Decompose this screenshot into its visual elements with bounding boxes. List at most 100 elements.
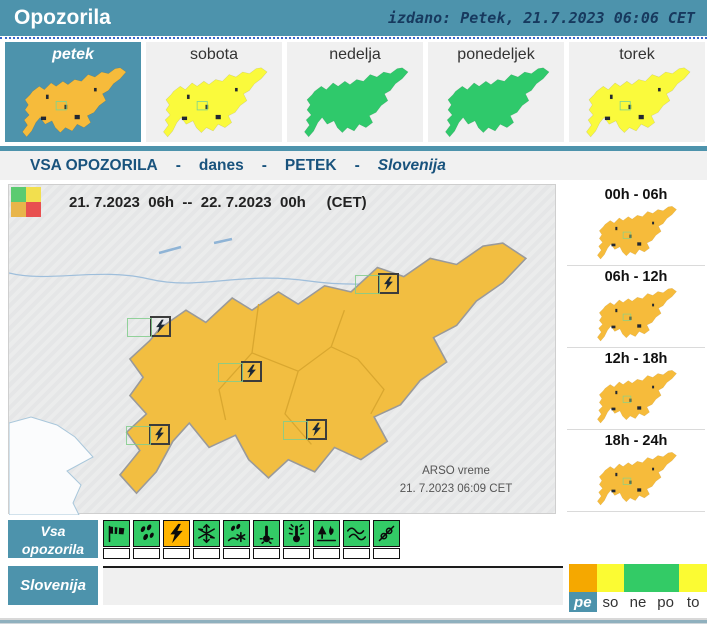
separator: - [261, 156, 267, 174]
lightning-icon [156, 319, 165, 334]
warning-type-sub-box [373, 548, 400, 559]
slovenia-map-thumbnail [597, 451, 677, 506]
warning-type-snow-chains[interactable] [373, 520, 402, 559]
waves-icon [343, 520, 370, 547]
warning-type-wind[interactable] [103, 520, 132, 559]
day-tab-petek[interactable]: petek [5, 42, 141, 142]
warning-type-thunderstorm[interactable] [163, 520, 192, 559]
day-tab-label: torek [619, 46, 655, 63]
section-title-day: PETEK [284, 156, 337, 174]
day-strip-ne[interactable]: ne [624, 564, 652, 612]
map-validity-period: 21. 7.2023 06h -- 22. 7.2023 00h (CET) [69, 194, 367, 211]
region-warning-strip [103, 566, 563, 605]
day-abbr: po [657, 593, 674, 611]
slovenia-map-thumbnail [597, 287, 677, 342]
warning-type-sub-box [103, 548, 130, 559]
day-tab-label: ponedeljek [457, 46, 535, 63]
day-strip-pe[interactable]: pe [569, 564, 597, 612]
section-title-all-warnings: VSA OPOZORILA [30, 156, 158, 174]
warning-type-forest-fire[interactable] [313, 520, 342, 559]
day-abbr: to [686, 593, 700, 611]
warning-type-sub-box [253, 548, 280, 559]
lightning-icon [312, 422, 321, 437]
main-warning-map: 21. 7.2023 06h -- 22. 7.2023 00h (CET) A… [8, 184, 556, 515]
slovenia-map-thumbnail [163, 67, 268, 138]
day-tab-ponedeljek[interactable]: ponedeljek [428, 42, 564, 142]
day-tab-torek[interactable]: torek [569, 42, 705, 142]
slovenia-map-thumbnail [597, 369, 677, 424]
warning-type-rain[interactable] [133, 520, 162, 559]
snow-icon [193, 520, 220, 547]
day-strip-so[interactable]: so [596, 564, 625, 612]
section-title-region: Slovenija [377, 156, 446, 174]
day-abbr: pe [569, 592, 597, 612]
day-tab-nedelja[interactable]: nedelja [287, 42, 423, 142]
warning-type-snow[interactable] [193, 520, 222, 559]
warning-type-cells [103, 520, 402, 559]
warning-type-high-temperature[interactable] [283, 520, 312, 559]
content: 21. 7.2023 06h -- 22. 7.2023 00h (CET) A… [0, 184, 707, 515]
warning-types-row: Vsa opozorila [8, 520, 707, 559]
day-color-swatch [596, 564, 625, 592]
watermark-timestamp: 21. 7.2023 06:09 CET [399, 483, 513, 496]
watermark-source: ARSO vreme [422, 465, 490, 478]
hot-thermometer-icon [283, 520, 310, 547]
time-panel-label: 00h - 06h [604, 187, 668, 203]
day-tab-sobota[interactable]: sobota [146, 42, 282, 142]
day-color-swatch [651, 564, 680, 592]
warning-type-sleet[interactable] [223, 520, 252, 559]
legend-orange-swatch [11, 202, 26, 217]
slovenia-map-thumbnail [445, 67, 550, 138]
legend-yellow-swatch [26, 187, 41, 202]
wind-icon [103, 520, 130, 547]
divider-bar [0, 146, 707, 151]
page-title: Opozorila [14, 6, 111, 29]
day-tabs: petek sobota nedelja ponedeljek torek [0, 37, 707, 144]
snow-chains-icon [373, 520, 400, 547]
day-color-swatch [624, 564, 652, 592]
thunderstorm-marker [127, 316, 171, 337]
region-band: Slovenija pe so ne po to [8, 564, 707, 612]
day-abbr: ne [629, 593, 647, 611]
time-panel-12h-18h[interactable]: 12h - 18h [567, 348, 705, 430]
map-watermark: ARSO vreme 21. 7.2023 06:09 CET [361, 463, 551, 499]
lakes [158, 237, 233, 255]
time-panel-06h-12h[interactable]: 06h - 12h [567, 266, 705, 348]
lightning-icon [155, 427, 164, 442]
warning-type-sub-box [313, 548, 340, 559]
forest-fire-icon [313, 520, 340, 547]
warning-type-low-temperature[interactable] [253, 520, 282, 559]
thunderstorm-marker [126, 424, 170, 445]
lightning-icon [384, 276, 393, 291]
legend-red-swatch [26, 202, 41, 217]
lightning-icon [247, 364, 256, 379]
terrain-map [9, 237, 528, 515]
sleet-icon [223, 520, 250, 547]
day-color-swatch [569, 564, 597, 592]
warning-type-sea-waves[interactable] [343, 520, 372, 559]
separator: - [175, 156, 181, 174]
cold-thermometer-icon [253, 520, 280, 547]
warning-type-sub-box [133, 548, 160, 559]
time-period-column: 00h - 06h 06h - 12h 12h - 18h 18h - 24h [567, 184, 705, 514]
slovenia-map-thumbnail [586, 67, 691, 138]
slovenia-map-thumbnail [22, 67, 127, 138]
slovenia-map-thumbnail [304, 67, 409, 138]
thunderstorm-marker [355, 273, 399, 294]
time-panel-label: 12h - 18h [604, 351, 668, 367]
day-strip-po[interactable]: po [651, 564, 680, 612]
all-warnings-label-line1: Vsa [40, 523, 66, 539]
day-abbr: so [602, 593, 619, 611]
footer-bar [0, 618, 707, 624]
day-strip-to[interactable]: to [679, 564, 707, 612]
time-panel-18h-24h[interactable]: 18h - 24h [567, 430, 705, 512]
warning-type-sub-box [193, 548, 220, 559]
rain-icon [133, 520, 160, 547]
section-title: VSA OPOZORILA - danes - PETEK - Slovenij… [0, 151, 707, 180]
day-overview-strip: pe so ne po to [569, 564, 707, 612]
header: Opozorila izdano: Petek, 21.7.2023 06:06… [0, 0, 707, 36]
time-panel-00h-06h[interactable]: 00h - 06h [567, 184, 705, 266]
warning-type-sub-box [343, 548, 370, 559]
legend-green-swatch [11, 187, 26, 202]
